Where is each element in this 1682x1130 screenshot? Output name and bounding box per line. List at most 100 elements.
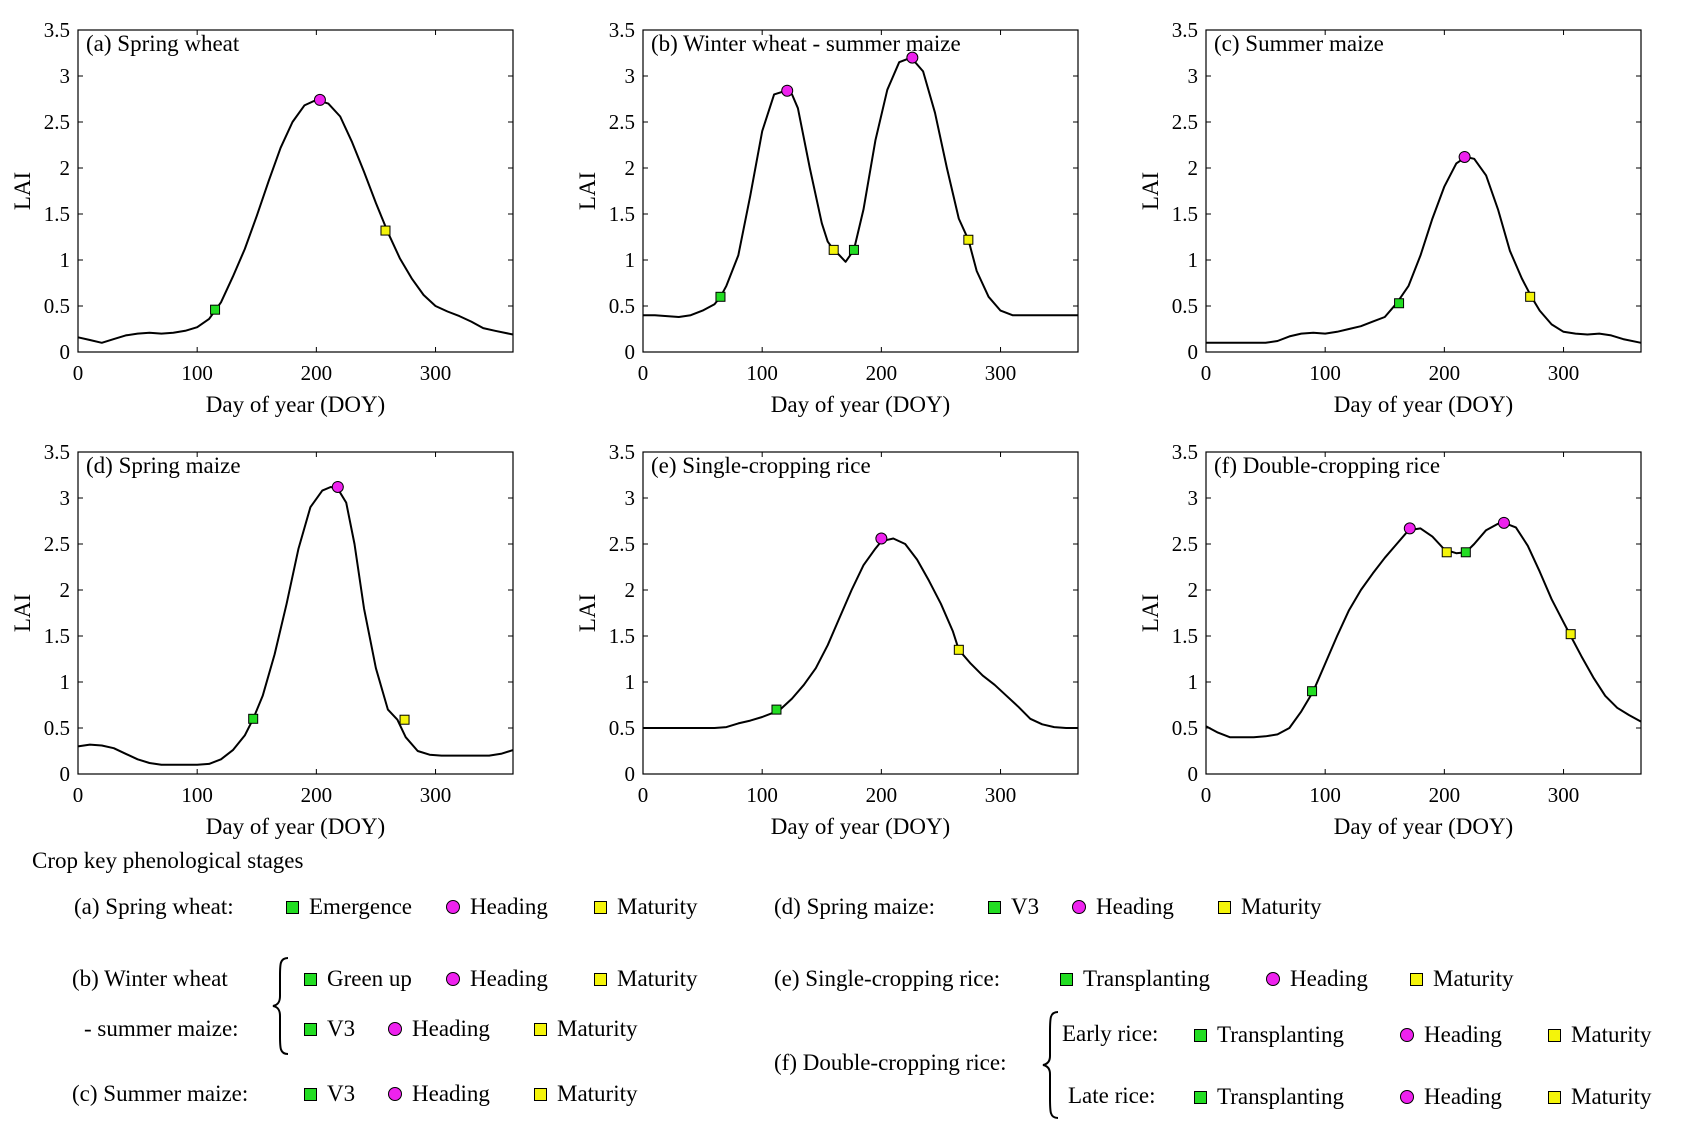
marker-v3 [248,713,259,724]
chart-panel-6: 0 0.5 1 1.5 2 2.5 3 3.5 0 100 200 300 Day of year (D… [1138,440,1642,839]
legend-item-maturity: Maturity [1548,1084,1652,1110]
x-tick-label: 0 [638,783,649,807]
legend-item-v3: V3 [304,1016,355,1042]
legend-circle-magenta [388,1022,402,1036]
lai-curve [77,98,514,344]
y-tick-label: 0.5 [609,716,635,740]
y-tick-label: 0.5 [1172,716,1198,740]
legend-square-green [304,972,317,986]
x-tick-label: 0 [1201,361,1212,385]
x-axis-label: Day of year (DOY) [206,392,385,417]
y-axis-label: LAI [1138,594,1163,632]
y-tick-label: 2.5 [44,110,70,134]
legend-label-summer-maize: (c) Summer maize: [72,1081,249,1106]
y-tick-label: 0.5 [44,716,70,740]
marker-maturity [380,225,391,236]
legend-item-maturity: Maturity [1548,1022,1652,1048]
y-tick-label: 3.5 [609,18,635,42]
legend-circle-magenta [446,900,460,914]
x-axis-label: Day of year (DOY) [771,392,950,417]
y-tick-label: 1 [625,670,636,694]
x-tick-label: 0 [73,783,84,807]
legend-square-yellow [594,972,607,986]
legend-item-heading: Heading [446,894,548,920]
legend-item-transplanting: Transplanting [1194,1022,1344,1048]
legend-label-spring-wheat: (a) Spring wheat: [74,894,234,919]
y-tick-label: 3.5 [1172,18,1198,42]
y-tick-label: 3.5 [44,440,70,464]
legend-circle-magenta [446,972,460,986]
x-tick-label: 300 [420,783,452,807]
y-tick-label: 3.5 [1172,440,1198,464]
x-tick-label: 200 [301,361,333,385]
y-tick-label: 0 [60,762,71,786]
legend-circle-magenta [1266,972,1280,986]
marker-heading [781,84,794,97]
y-axis-label: LAI [575,594,600,632]
legend-item-heading: Heading [1266,966,1368,992]
marker-maturity [953,644,964,655]
x-tick-label: 300 [985,783,1017,807]
legend-circle-magenta [1400,1028,1414,1042]
y-tick-label: 1 [625,248,636,272]
lai-curve [77,486,514,766]
panel-title: (e) Single-cropping rice [651,453,871,478]
x-tick-label: 0 [73,361,84,385]
x-tick-label: 0 [1201,783,1212,807]
y-tick-label: 0 [1188,340,1199,364]
x-tick-label: 100 [746,783,778,807]
plot-frame [77,29,514,353]
y-tick-label: 2 [60,156,71,180]
lai-curve [1206,156,1642,344]
panel-title: (a) Spring wheat [86,31,240,56]
y-tick-label: 3 [60,486,71,510]
legend-square-yellow [1218,900,1231,914]
legend-item-heading: Heading [1400,1084,1502,1110]
panel-title: (b) Winter wheat - summer maize [651,31,961,56]
y-tick-label: 0.5 [1172,294,1198,318]
y-tick-label: 0 [625,340,636,364]
marker-green-up [715,291,726,302]
y-tick-label: 0.5 [609,294,635,318]
y-tick-label: 3 [1188,64,1199,88]
chart-panel-3: 0 0.5 1 1.5 2 2.5 3 3.5 0 100 200 300 Day of year (D… [1138,18,1642,417]
y-tick-label: 1 [60,248,71,272]
y-tick-label: 2.5 [609,532,635,556]
marker-maturity [1525,291,1536,302]
y-tick-label: 0 [625,762,636,786]
legend-item-maturity: Maturity [1410,966,1514,992]
marker-heading [331,480,344,493]
x-tick-label: 300 [1548,361,1580,385]
marker-transplanting [771,704,782,715]
legend-label-late-rice: Late rice: [1068,1083,1156,1108]
legend-item-maturity: Maturity [534,1016,638,1042]
y-tick-label: 2 [60,578,71,602]
legend-item-maturity: Maturity [594,894,698,920]
marker-maturity [1565,629,1576,640]
y-tick-label: 1.5 [609,202,635,226]
plot-frame [642,451,1079,775]
legend-square-green [304,1087,317,1101]
legend-label-spring-maize: (d) Spring maize: [774,894,935,919]
legend-square-yellow [534,1022,547,1036]
y-tick-label: 3 [625,486,636,510]
legend-square-green [304,1022,317,1036]
legend-square-green [1194,1028,1207,1042]
legend-square-yellow [534,1087,547,1101]
y-tick-label: 2 [1188,156,1199,180]
marker-transplanting [1460,547,1471,558]
chart-panel-4: 0 0.5 1 1.5 2 2.5 3 3.5 0 100 200 300 Day of year (D… [10,440,514,839]
y-tick-label: 3.5 [44,18,70,42]
marker-heading [906,51,919,64]
plot-frame [1205,451,1642,775]
marker-v3 [848,244,859,255]
legend-square-yellow [1548,1028,1561,1042]
legend-item-transplanting: Transplanting [1060,966,1210,992]
marker-heading [313,93,326,106]
y-tick-label: 2.5 [44,532,70,556]
y-tick-label: 1 [1188,670,1199,694]
legend-item-maturity: Maturity [594,966,698,992]
marker-heading [1403,522,1416,535]
x-tick-label: 200 [301,783,333,807]
